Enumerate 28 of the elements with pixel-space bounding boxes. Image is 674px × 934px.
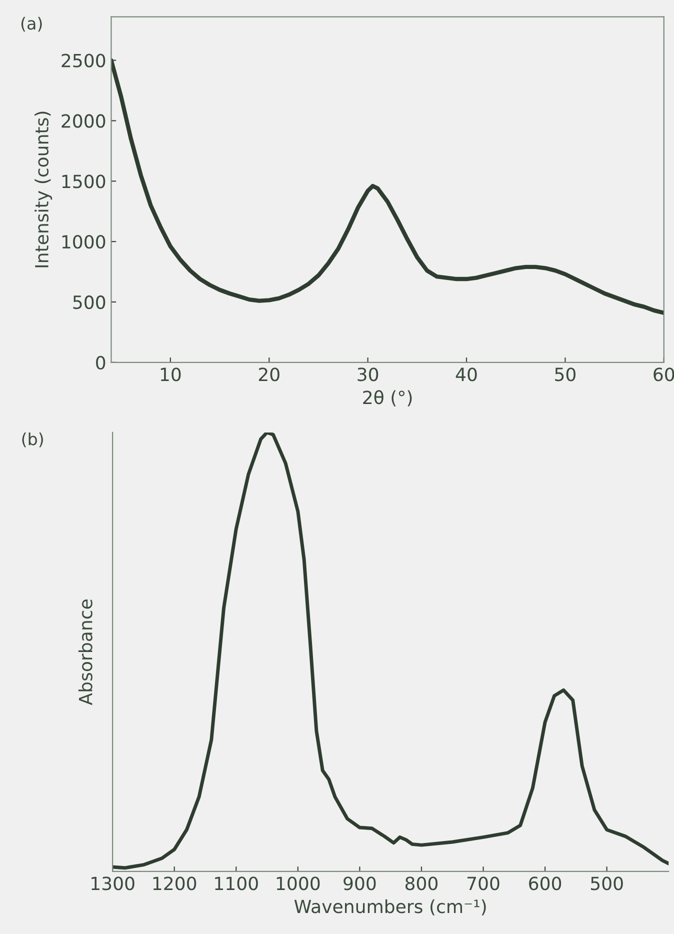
x-tick-label: 800 xyxy=(405,876,438,890)
line-series xyxy=(111,58,664,315)
x-tick-label: 1000 xyxy=(276,876,320,890)
x-tick-label: 50 xyxy=(555,368,576,382)
y-tick-label: 500 xyxy=(73,295,106,310)
x-tick-label: 900 xyxy=(344,876,376,890)
x-tick-label: 20 xyxy=(258,368,280,382)
x-tick-label: 1200 xyxy=(153,876,196,890)
y-tick-label: 1500 xyxy=(62,174,106,188)
y-tick-label: 2000 xyxy=(62,114,106,128)
x-tick-label: 1300 xyxy=(92,876,134,890)
x-tick-label: 10 xyxy=(160,368,181,382)
y-tick-label: 0 xyxy=(96,356,106,370)
y-axis-title: Absorbance xyxy=(78,600,92,706)
y-tick-label: 1000 xyxy=(62,235,106,249)
y-tick-label: 2500 xyxy=(62,54,106,68)
x-tick-label: 700 xyxy=(468,876,500,890)
x-axis-title: 2θ (°) xyxy=(363,390,412,406)
x-tick-label: 60 xyxy=(654,368,674,382)
x-tick-label: 1100 xyxy=(215,876,258,890)
x-axis-title: Wavenumbers (cm⁻¹) xyxy=(294,899,486,916)
text: (a) xyxy=(21,16,42,32)
text: (b) xyxy=(22,432,43,448)
x-tick-label: 600 xyxy=(529,876,562,890)
x-tick-label: 40 xyxy=(456,368,477,382)
x-tick-label: 500 xyxy=(590,876,623,890)
y-axis-title: Intensity (counts) xyxy=(34,112,52,268)
x-tick-label: 30 xyxy=(358,368,378,382)
